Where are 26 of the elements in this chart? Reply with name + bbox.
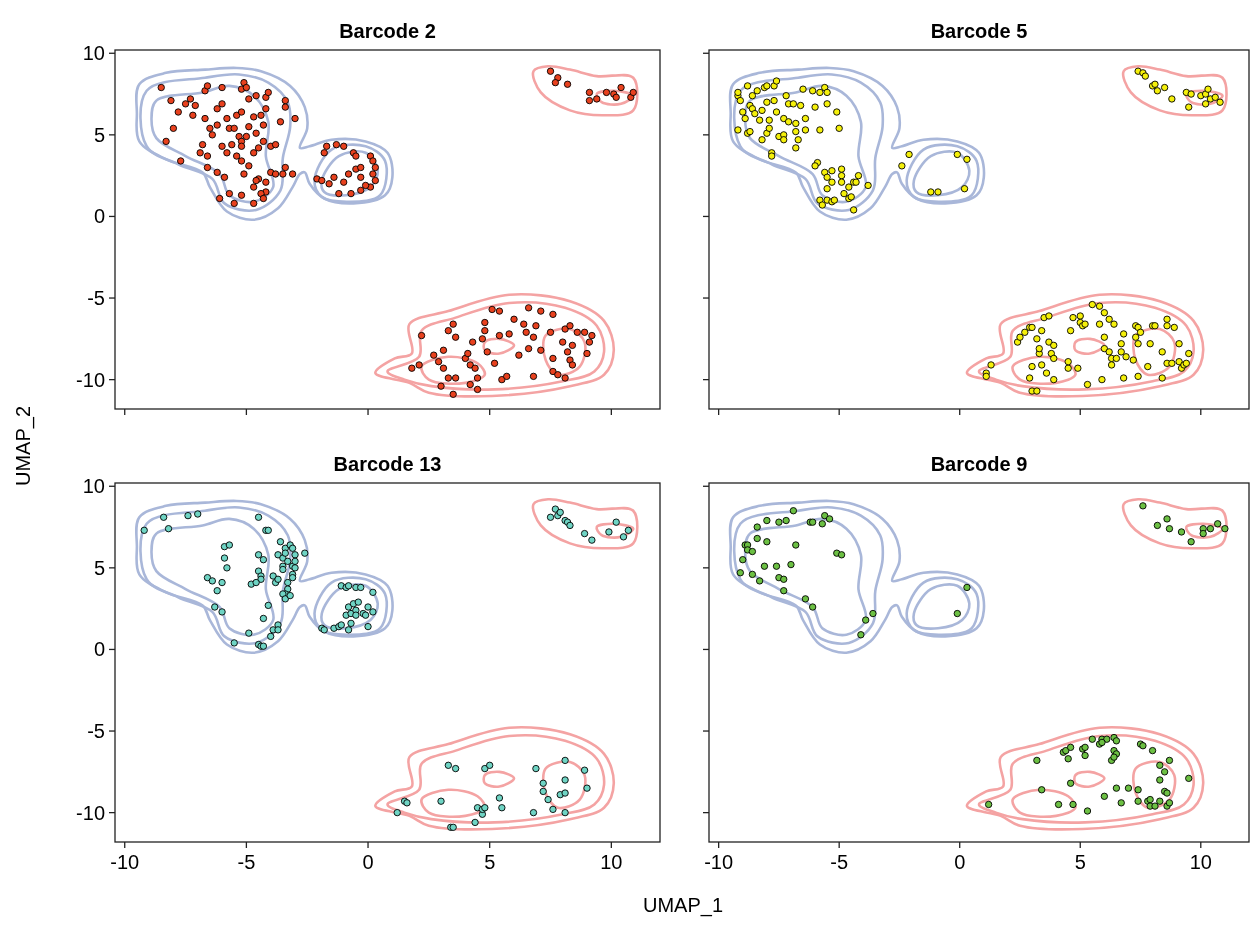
x-tick-label: 10 [600,851,623,873]
y-tick-label: 5 [93,556,105,579]
x-tick-label: -10 [704,851,734,873]
x-tick-label: -5 [237,851,256,873]
y-tick-label: 5 [93,123,105,146]
x-tick-label: -10 [110,851,140,873]
y-tick-label: 10 [82,475,105,498]
x-axis-title: UMAP_1 [642,894,724,917]
chart-title: Barcode 5 [930,20,1028,42]
y-tick-label: 0 [93,638,105,661]
y-tick-label: -10 [76,801,105,824]
y-tick-label: 10 [82,42,105,65]
chart-title: Barcode 9 [930,453,1028,475]
x-tick-label: 5 [1074,851,1086,873]
chart-title: Barcode 2 [339,20,436,42]
x-tick-label: 0 [362,851,374,873]
x-tick-label: 0 [954,851,966,873]
y-axis-title: UMAP_2 [12,405,35,487]
y-tick-label: -5 [87,720,105,743]
x-tick-label: 10 [1189,851,1212,873]
x-tick-label: -5 [830,851,849,873]
y-tick-label: -5 [87,287,105,310]
y-tick-label: 0 [93,205,105,228]
y-tick-label: -10 [76,368,105,391]
chart-title: Barcode 13 [333,453,442,475]
x-tick-label: 5 [484,851,496,873]
